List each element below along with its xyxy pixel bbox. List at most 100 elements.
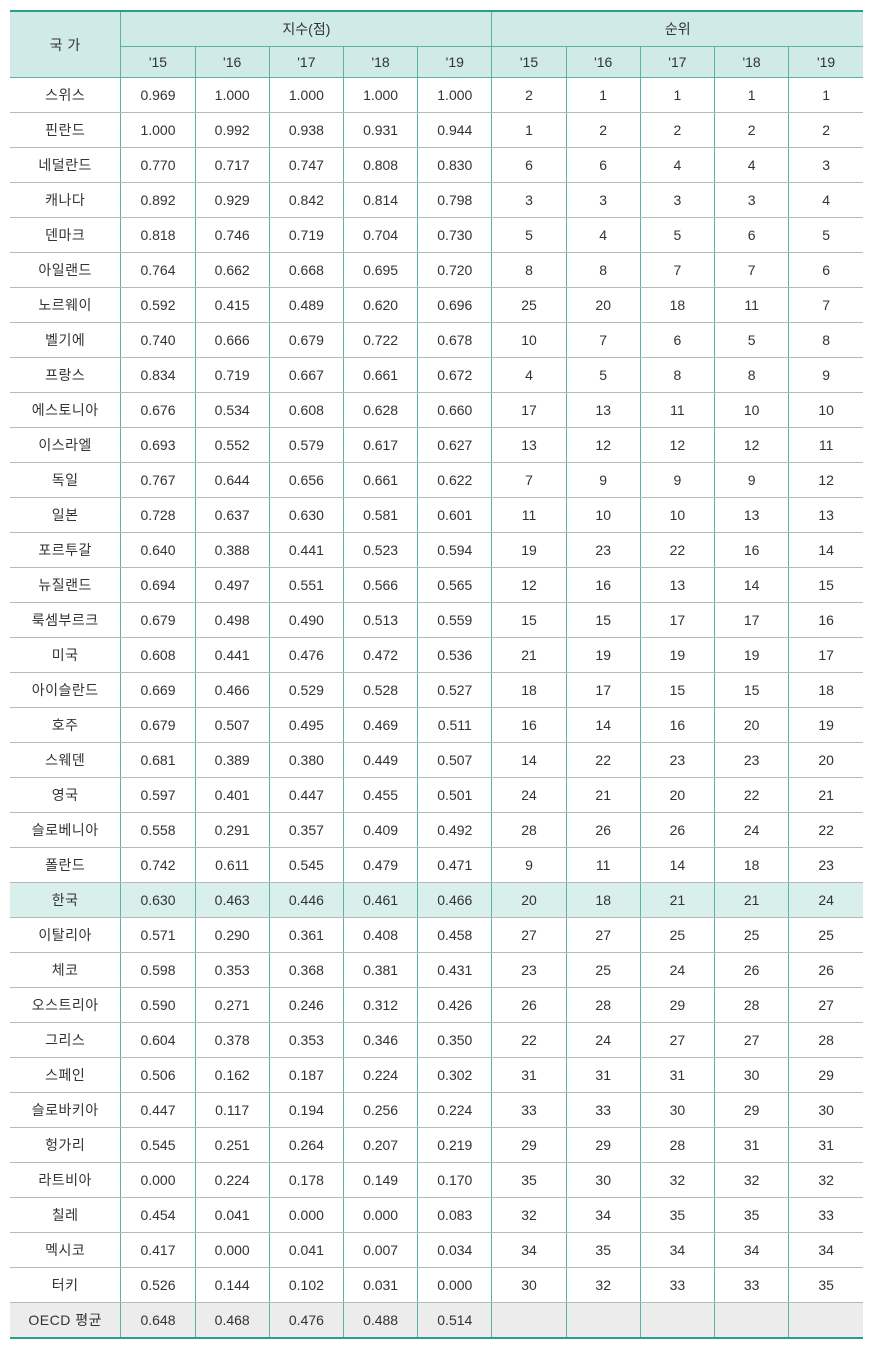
rank-cell: 2 <box>492 78 566 113</box>
rank-cell: 9 <box>566 463 640 498</box>
country-cell: 노르웨이 <box>10 288 121 323</box>
index-cell: 0.527 <box>418 673 492 708</box>
rank-cell: 5 <box>640 218 714 253</box>
index-cell: 0.558 <box>121 813 195 848</box>
index-cell: 0.944 <box>418 113 492 148</box>
rank-cell: 13 <box>492 428 566 463</box>
index-cell: 0.722 <box>343 323 417 358</box>
rank-cell: 11 <box>492 498 566 533</box>
rank-cell: 13 <box>566 393 640 428</box>
table-row: 한국0.6300.4630.4460.4610.4662018212124 <box>10 883 863 918</box>
rank-cell: 22 <box>715 778 789 813</box>
rank-cell: 16 <box>492 708 566 743</box>
rank-cell: 35 <box>492 1163 566 1198</box>
rank-cell: 16 <box>789 603 863 638</box>
index-cell: 0.611 <box>195 848 269 883</box>
rank-cell: 31 <box>566 1058 640 1093</box>
rank-cell: 20 <box>566 288 640 323</box>
index-cell: 0.000 <box>418 1268 492 1303</box>
index-cell: 0.353 <box>195 953 269 988</box>
index-cell: 0.648 <box>121 1303 195 1339</box>
rank-cell: 5 <box>492 218 566 253</box>
rank-cell: 18 <box>715 848 789 883</box>
index-cell: 0.368 <box>269 953 343 988</box>
table-row: 핀란드1.0000.9920.9380.9310.94412222 <box>10 113 863 148</box>
index-cell: 1.000 <box>343 78 417 113</box>
rank-cell: 17 <box>640 603 714 638</box>
table-row: 캐나다0.8920.9290.8420.8140.79833334 <box>10 183 863 218</box>
rank-cell: 19 <box>640 638 714 673</box>
header-rank-y15: '15 <box>492 47 566 78</box>
index-cell: 0.676 <box>121 393 195 428</box>
index-cell: 0.693 <box>121 428 195 463</box>
rank-cell: 10 <box>492 323 566 358</box>
rank-cell: 31 <box>789 1128 863 1163</box>
table-row: 스위스0.9691.0001.0001.0001.00021111 <box>10 78 863 113</box>
rank-cell: 22 <box>640 533 714 568</box>
rank-cell: 24 <box>492 778 566 813</box>
index-cell: 0.938 <box>269 113 343 148</box>
rank-cell: 16 <box>640 708 714 743</box>
index-cell: 0.608 <box>121 638 195 673</box>
table-row: 영국0.5970.4010.4470.4550.5012421202221 <box>10 778 863 813</box>
table-row: 체코0.5980.3530.3680.3810.4312325242626 <box>10 953 863 988</box>
index-cell: 0.083 <box>418 1198 492 1233</box>
table-row: 폴란드0.7420.6110.5450.4790.471911141823 <box>10 848 863 883</box>
table-row: 일본0.7280.6370.6300.5810.6011110101313 <box>10 498 863 533</box>
index-cell: 0.361 <box>269 918 343 953</box>
rank-cell: 9 <box>715 463 789 498</box>
index-cell: 0.000 <box>343 1198 417 1233</box>
rank-cell: 33 <box>566 1093 640 1128</box>
rank-cell: 12 <box>640 428 714 463</box>
index-cell: 0.523 <box>343 533 417 568</box>
index-cell: 0.717 <box>195 148 269 183</box>
index-cell: 0.808 <box>343 148 417 183</box>
index-cell: 0.545 <box>269 848 343 883</box>
header-rank-y18: '18 <box>715 47 789 78</box>
rank-cell <box>566 1303 640 1339</box>
rank-cell: 9 <box>492 848 566 883</box>
index-cell: 0.401 <box>195 778 269 813</box>
index-cell: 0.441 <box>269 533 343 568</box>
rank-cell: 18 <box>640 288 714 323</box>
index-cell: 0.102 <box>269 1268 343 1303</box>
index-cell: 0.501 <box>418 778 492 813</box>
rank-cell: 26 <box>715 953 789 988</box>
index-cell: 0.346 <box>343 1023 417 1058</box>
table-body: 스위스0.9691.0001.0001.0001.00021111핀란드1.00… <box>10 78 863 1339</box>
index-cell: 0.892 <box>121 183 195 218</box>
rank-cell: 30 <box>640 1093 714 1128</box>
table-row: 헝가리0.5450.2510.2640.2070.2192929283131 <box>10 1128 863 1163</box>
index-cell: 0.492 <box>418 813 492 848</box>
rank-cell: 12 <box>492 568 566 603</box>
country-cell: 아일랜드 <box>10 253 121 288</box>
index-cell: 0.526 <box>121 1268 195 1303</box>
rank-cell: 6 <box>566 148 640 183</box>
rank-cell: 24 <box>640 953 714 988</box>
table-row: 네덜란드0.7700.7170.7470.8080.83066443 <box>10 148 863 183</box>
rank-cell: 13 <box>640 568 714 603</box>
rank-cell: 26 <box>789 953 863 988</box>
rank-cell: 3 <box>492 183 566 218</box>
rank-cell: 5 <box>566 358 640 393</box>
index-cell: 0.455 <box>343 778 417 813</box>
index-cell: 0.604 <box>121 1023 195 1058</box>
index-cell: 0.637 <box>195 498 269 533</box>
rank-cell: 3 <box>789 148 863 183</box>
rank-cell: 33 <box>789 1198 863 1233</box>
table-row: 이탈리아0.5710.2900.3610.4080.4582727252525 <box>10 918 863 953</box>
rank-cell: 28 <box>566 988 640 1023</box>
rank-cell: 2 <box>715 113 789 148</box>
index-cell: 0.488 <box>343 1303 417 1339</box>
rank-cell: 4 <box>789 183 863 218</box>
rank-cell: 19 <box>492 533 566 568</box>
index-cell: 0.640 <box>121 533 195 568</box>
table-row: 터키0.5260.1440.1020.0310.0003032333335 <box>10 1268 863 1303</box>
rank-cell: 24 <box>566 1023 640 1058</box>
index-cell: 0.696 <box>418 288 492 323</box>
header-rank-y17: '17 <box>640 47 714 78</box>
rank-cell: 3 <box>640 183 714 218</box>
rank-cell: 2 <box>566 113 640 148</box>
index-cell: 0.302 <box>418 1058 492 1093</box>
index-cell: 0.381 <box>343 953 417 988</box>
